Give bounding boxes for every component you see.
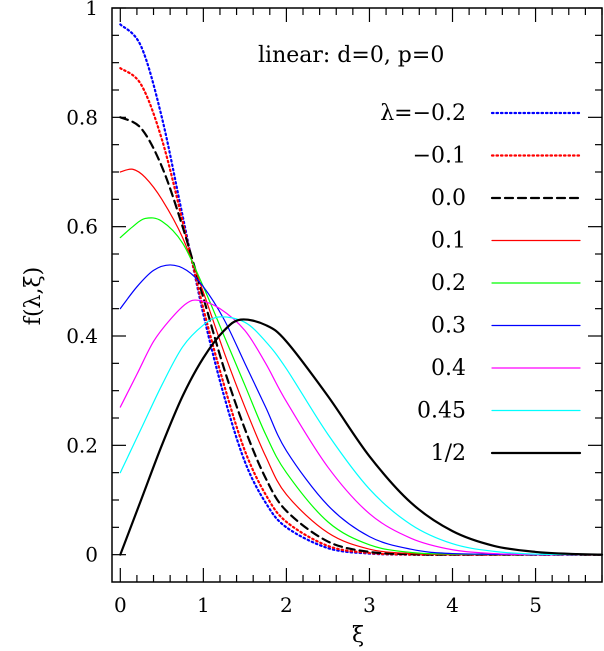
legend-label-5: 0.3 <box>431 314 466 339</box>
series-line-6 <box>119 299 603 556</box>
x-tick-label: 2 <box>280 593 293 617</box>
x-axis-label: ξ <box>352 623 364 648</box>
legend-label-0: λ=−0.2 <box>380 101 466 126</box>
legend: λ=−0.2 −0.1 0.0 0.1 0.2 0.3 0.4 0.45 1/2 <box>380 101 582 466</box>
plot-frame <box>111 7 603 583</box>
series-layer <box>119 23 604 556</box>
y-tick-label: 0 <box>85 543 98 567</box>
series-line-3 <box>119 168 603 556</box>
x-tick-label: 1 <box>197 593 210 617</box>
x-tick-label: 0 <box>114 593 127 617</box>
y-tick-label: 0.4 <box>66 324 98 348</box>
tick-labels-layer: 0 1 2 3 4 5 0 0.2 0.4 0.6 0.8 1 <box>66 0 542 617</box>
y-axis-label: f(λ,ξ) <box>21 267 46 325</box>
legend-label-7: 0.45 <box>417 399 466 424</box>
ticks-layer <box>112 7 603 582</box>
series-line-5 <box>119 264 603 556</box>
series-line-7 <box>119 316 603 556</box>
series-line-4 <box>119 217 603 556</box>
x-tick-label: 4 <box>446 593 459 617</box>
legend-label-6: 0.4 <box>431 356 466 381</box>
chart-annotation: linear: d=0, p=0 <box>258 43 444 68</box>
legend-label-1: −0.1 <box>413 144 466 169</box>
legend-label-3: 0.1 <box>431 229 466 254</box>
y-tick-label: 0.6 <box>66 215 98 239</box>
legend-label-2: 0.0 <box>431 186 466 211</box>
y-tick-label: 1 <box>85 0 98 20</box>
y-tick-label: 0.2 <box>66 433 98 457</box>
legend-label-4: 0.2 <box>431 271 466 296</box>
y-tick-label: 0.8 <box>66 105 98 129</box>
legend-label-8: 1/2 <box>431 441 466 466</box>
x-tick-label: 3 <box>363 593 376 617</box>
series-line-8 <box>119 318 604 556</box>
x-tick-label: 5 <box>529 593 542 617</box>
